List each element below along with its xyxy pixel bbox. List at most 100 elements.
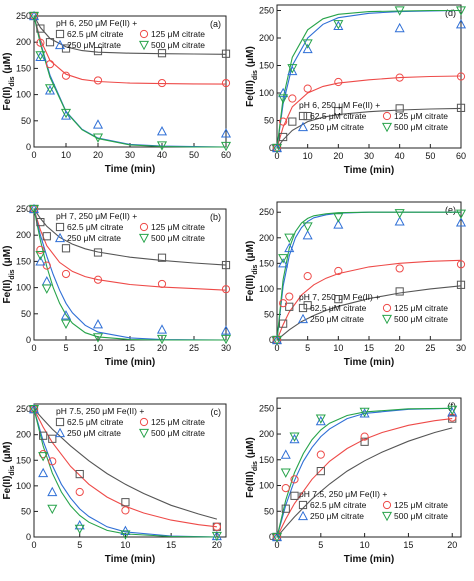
y-axis-label: Fe(III)dis (μM) bbox=[245, 46, 259, 107]
y-tick-label: 0 bbox=[269, 532, 274, 542]
data-point-s62 bbox=[456, 103, 466, 112]
data-point-s62 bbox=[316, 467, 325, 476]
fit-line-s125 bbox=[33, 15, 227, 85]
y-tick-label: 0 bbox=[26, 532, 31, 542]
legend-label-s500: 500 μM citrate bbox=[151, 233, 205, 243]
fit-line-s62 bbox=[276, 427, 453, 538]
data-point-s125 bbox=[395, 264, 404, 273]
data-point-s62 bbox=[279, 132, 288, 142]
data-point-s62 bbox=[334, 295, 343, 304]
fit-line-s500 bbox=[276, 211, 461, 341]
data-point-s125 bbox=[456, 72, 466, 81]
y-tick-label: 200 bbox=[259, 233, 274, 243]
y-tick-label: 0 bbox=[26, 142, 31, 152]
data-point-s500 bbox=[359, 407, 370, 418]
data-point-s500 bbox=[447, 405, 458, 416]
y-axis-label: Fe(II)dis (μM) bbox=[2, 442, 16, 500]
data-point-s500 bbox=[333, 213, 344, 223]
data-point-s250 bbox=[220, 128, 232, 138]
y-tick-label: 200 bbox=[16, 37, 31, 47]
x-tick-label: 0 bbox=[274, 151, 279, 161]
x-axis-label: Time (min) bbox=[105, 357, 155, 368]
data-point-s62 bbox=[303, 301, 312, 310]
data-point-s125 bbox=[45, 60, 55, 69]
x-axis-label: Time (min) bbox=[344, 357, 394, 368]
data-point-s250 bbox=[35, 256, 46, 266]
legend-marker-s500 bbox=[138, 428, 150, 439]
y-tick-label: 100 bbox=[16, 481, 31, 491]
data-point-s125 bbox=[279, 117, 288, 126]
data-point-s250 bbox=[284, 242, 295, 253]
data-point-s62 bbox=[279, 319, 288, 328]
data-point-s125 bbox=[456, 260, 466, 269]
data-point-s500 bbox=[271, 143, 283, 154]
data-point-s125 bbox=[93, 275, 103, 284]
panel-label: (b) bbox=[210, 212, 221, 222]
y-tick-label: 50 bbox=[264, 309, 274, 319]
data-point-s125 bbox=[157, 279, 167, 289]
data-point-s500 bbox=[92, 333, 104, 343]
data-point-s250 bbox=[220, 325, 232, 335]
legend-marker-s125 bbox=[382, 111, 392, 121]
y-tick-label: 100 bbox=[259, 88, 274, 98]
x-tick-label: 40 bbox=[157, 150, 167, 160]
data-point-s125 bbox=[157, 78, 167, 88]
data-point-s500 bbox=[74, 524, 85, 535]
y-tick-label: 150 bbox=[16, 256, 31, 266]
data-point-s500 bbox=[271, 532, 283, 543]
panel-a: 0 10 20 30 40 50 60 0 50 100 150 200 250 Time (min) Fe… bbox=[2, 10, 232, 175]
legend-marker-s62 bbox=[55, 29, 65, 39]
legend-label-s250: 250 μM citrate bbox=[67, 233, 121, 243]
data-point-s250 bbox=[394, 22, 405, 33]
x-tick-label: 60 bbox=[456, 151, 466, 161]
legend-label-s125: 125 μM citrate bbox=[394, 500, 448, 510]
data-point-s250 bbox=[455, 217, 467, 227]
legend-marker-s62 bbox=[55, 417, 65, 427]
fit-line-s125 bbox=[276, 259, 462, 341]
data-point-s125 bbox=[36, 245, 45, 254]
x-tick-label: 0 bbox=[274, 343, 279, 353]
data-point-s62 bbox=[303, 112, 312, 121]
legend-title: pH 7.5, 250 μM Fe(II) + bbox=[299, 489, 387, 499]
data-point-s500 bbox=[60, 108, 72, 119]
y-tick-label: 50 bbox=[264, 116, 274, 126]
y-tick-label: 250 bbox=[259, 403, 274, 413]
data-point-s62 bbox=[221, 260, 231, 270]
x-tick-label: 30 bbox=[456, 343, 466, 353]
data-point-s62 bbox=[290, 491, 299, 500]
data-point-s250 bbox=[92, 319, 104, 329]
data-point-s500 bbox=[289, 432, 300, 442]
data-point-s62 bbox=[75, 469, 84, 479]
x-tick-label: 15 bbox=[364, 343, 374, 353]
data-point-s250 bbox=[447, 407, 458, 417]
x-axis-label: Time (min) bbox=[344, 554, 394, 565]
x-tick-label: 60 bbox=[221, 150, 231, 160]
legend-label-s62: 62.5 μM citrate bbox=[67, 222, 124, 232]
data-point-s125 bbox=[290, 475, 299, 484]
data-point-s500 bbox=[92, 133, 104, 143]
y-tick-label: 200 bbox=[259, 33, 274, 43]
data-point-s62 bbox=[93, 47, 103, 56]
x-tick-label: 15 bbox=[403, 540, 413, 550]
panel-label: (e) bbox=[445, 205, 456, 215]
data-point-s500 bbox=[35, 251, 46, 261]
data-point-s250 bbox=[455, 18, 467, 29]
legend-title: pH 6, 250 μM Fe(II) + bbox=[56, 18, 137, 28]
legend-marker-s125 bbox=[382, 303, 392, 313]
data-point-s62 bbox=[39, 431, 48, 440]
legend-marker-s500 bbox=[381, 122, 393, 133]
data-point-s125 bbox=[360, 432, 369, 441]
data-point-s125 bbox=[316, 450, 325, 459]
x-tick-label: 50 bbox=[425, 151, 435, 161]
x-tick-label: 10 bbox=[93, 343, 103, 353]
data-point-s500 bbox=[455, 6, 467, 16]
data-point-s62 bbox=[42, 232, 51, 241]
y-tick-label: 100 bbox=[16, 283, 31, 293]
legend-marker-s500 bbox=[138, 40, 150, 51]
data-point-s125 bbox=[48, 457, 57, 466]
y-axis-label: Fe(II)dis (μM) bbox=[2, 53, 16, 111]
legend-marker-s62 bbox=[298, 303, 308, 313]
